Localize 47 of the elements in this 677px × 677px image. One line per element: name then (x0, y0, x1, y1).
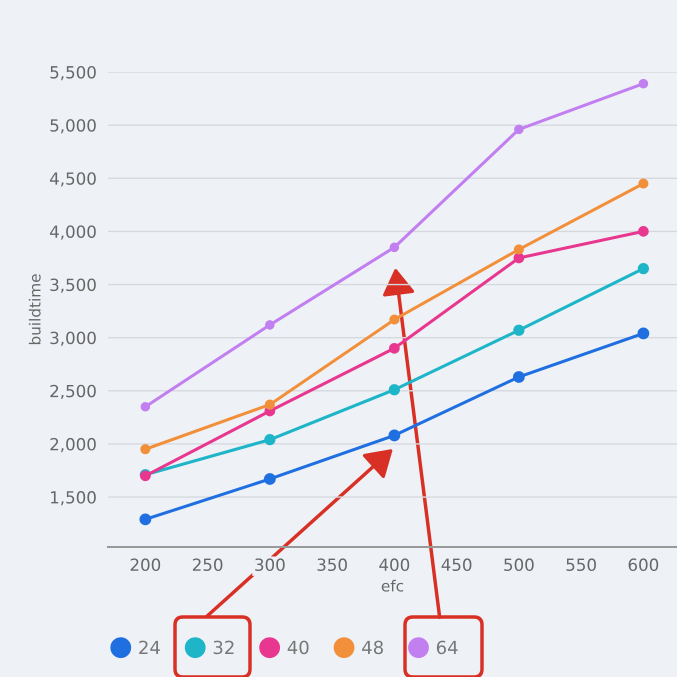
point (388, 430, 400, 442)
y-tick-label: 4,000 (50, 225, 96, 240)
y-tick-label: 5,000 (50, 119, 96, 134)
y-tick-label: 5,500 (50, 66, 96, 80)
point (514, 252, 524, 264)
point (389, 314, 400, 325)
point (638, 178, 648, 189)
legend-label: 24 (139, 640, 160, 654)
x-axis-title: efc (382, 580, 404, 592)
x-tick-label: 200 (130, 558, 160, 572)
point (638, 262, 650, 274)
point (140, 444, 150, 454)
legend-label: 64 (436, 640, 458, 654)
point (264, 400, 275, 410)
point (513, 324, 524, 336)
point (638, 78, 648, 88)
y-tick-label: 2,000 (50, 438, 96, 452)
legend-label: 48 (362, 640, 383, 654)
legend-label: 40 (288, 640, 309, 654)
point (139, 513, 152, 526)
point (264, 434, 276, 446)
point (637, 328, 650, 340)
y-tick-label: 1,500 (51, 491, 96, 506)
x-tick-label: 450 (442, 558, 472, 572)
point (265, 320, 275, 330)
x-tick-label: 500 (504, 558, 534, 572)
legend-label: 32 (214, 640, 234, 654)
y-tick-label: 2,500 (50, 384, 96, 400)
x-tick-label: 300 (255, 558, 285, 572)
x-tick-label: 400 (379, 558, 410, 572)
x-tick-label: 250 (192, 558, 222, 572)
point (264, 473, 276, 485)
point (389, 342, 400, 354)
y-tick-label: 3,500 (50, 278, 96, 293)
x-tick-label: 550 (566, 558, 596, 572)
y-tick-label: 4,500 (50, 172, 96, 187)
x-tick-label: 600 (628, 558, 658, 572)
point (638, 226, 649, 237)
point (512, 371, 525, 383)
y-axis-title: buildtime (28, 274, 41, 344)
point (390, 242, 400, 252)
point (514, 244, 524, 255)
point (514, 124, 524, 134)
point (388, 384, 400, 396)
point (140, 402, 150, 412)
x-tick-label: 350 (317, 558, 347, 572)
y-tick-label: 3,000 (50, 332, 96, 346)
